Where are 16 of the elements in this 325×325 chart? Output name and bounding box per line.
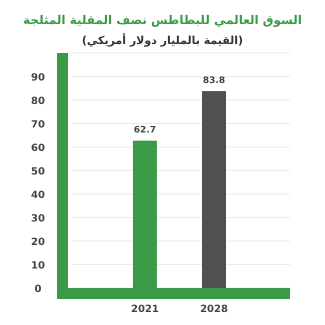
y-tick-label: 70: [31, 120, 45, 130]
y-tick-label: 90: [31, 72, 45, 84]
y-tick-label: 60: [31, 143, 45, 154]
chart-subtitle: (القيمة بالمليار دولار أمريكي): [82, 33, 244, 47]
y-tick-label: 20: [31, 237, 45, 248]
y-tick-label: 80: [31, 96, 45, 107]
y-tick-label: 30: [31, 214, 45, 224]
y-tick-label: 40: [31, 190, 45, 201]
x-tick-label: 2028: [200, 304, 228, 315]
data-label: 62.7: [134, 126, 156, 136]
y-tick-label: 0: [34, 284, 42, 295]
chart-title: السوق العالمي للبطاطس نصف المقلية المثلجة: [23, 13, 302, 27]
x-tick-label: 2021: [130, 304, 159, 315]
y-tick-label: 10: [31, 260, 45, 272]
y-tick-label: 50: [31, 166, 45, 178]
data-label: 83.8: [202, 76, 226, 86]
